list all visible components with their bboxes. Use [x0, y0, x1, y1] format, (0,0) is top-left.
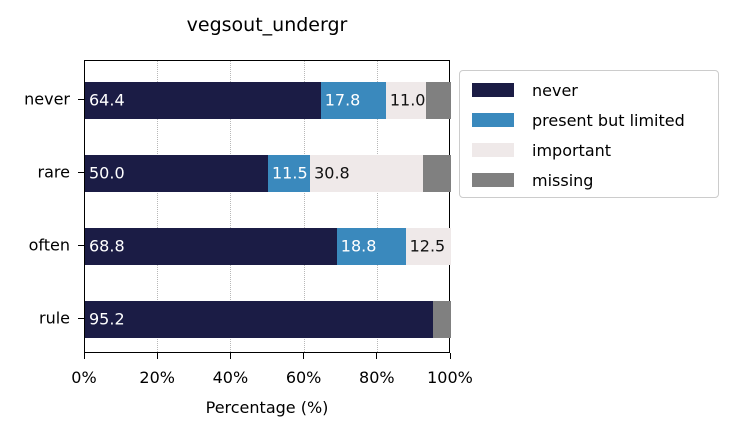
x-tick-label: 100%	[427, 368, 473, 387]
data-label: 12.5	[409, 236, 446, 256]
gridline	[303, 61, 305, 352]
bar-rule: 95.2	[85, 300, 451, 338]
data-label: 30.8	[314, 163, 350, 183]
legend-swatch	[472, 83, 514, 97]
y-tick-label: rare	[37, 162, 70, 182]
legend-label: missing	[532, 170, 594, 190]
bar-segment-never: 64.4	[85, 81, 321, 119]
gridline	[376, 61, 378, 352]
chart-title: vegsout_undergr	[186, 14, 348, 36]
data-label: 11.0	[389, 90, 426, 110]
data-label: 95.2	[89, 309, 125, 329]
legend-item-important: important	[472, 140, 611, 160]
y-tick	[78, 245, 84, 246]
x-tick	[376, 353, 378, 359]
bar-segment-never: 95.2	[85, 300, 434, 338]
bar-segment-missing	[426, 81, 451, 119]
y-tick	[78, 318, 84, 319]
legend-label: never	[532, 80, 578, 100]
x-tick	[303, 353, 305, 359]
legend-item-never: never	[472, 80, 578, 100]
data-label: 11.5	[272, 163, 308, 183]
x-tick	[83, 353, 85, 359]
x-tick	[156, 353, 158, 359]
data-label: 17.8	[324, 90, 361, 110]
x-tick-label: 0%	[71, 368, 97, 387]
legend-label: important	[532, 140, 612, 160]
bar-segment-present-but-limited: 18.8	[336, 227, 406, 265]
gridline	[157, 61, 159, 352]
bar-segment-important: 30.8	[310, 154, 423, 192]
legend: never present but limited important missing	[459, 70, 719, 198]
legend-label: present but limited	[532, 110, 685, 130]
bar-segment-never: 68.8	[85, 227, 337, 265]
y-tick-label: often	[28, 235, 70, 255]
x-axis-title: Percentage (%)	[205, 398, 329, 417]
bar-segment-important: 12.5	[405, 227, 452, 265]
x-tick-label: 20%	[139, 368, 175, 387]
y-tick	[78, 172, 84, 173]
x-tick-label: 80%	[359, 368, 395, 387]
y-tick-label: never	[24, 89, 70, 109]
y-tick-label: rule	[38, 308, 70, 328]
data-label: 50.0	[89, 163, 125, 183]
y-tick	[78, 99, 84, 100]
gridline	[230, 61, 232, 352]
legend-swatch	[472, 173, 514, 187]
legend-item-present-but-limited: present but limited	[472, 110, 685, 130]
bar-segment-never: 50.0	[85, 154, 268, 192]
x-tick-label: 60%	[285, 368, 322, 387]
data-label: 68.8	[89, 236, 125, 256]
x-tick	[449, 353, 451, 359]
data-label: 18.8	[340, 236, 377, 256]
legend-swatch	[472, 143, 514, 157]
bar-never: 64.4 17.8 11.0	[85, 81, 451, 119]
bar-segment-present-but-limited: 17.8	[320, 81, 386, 119]
bar-often: 68.8 18.8 12.5	[85, 227, 452, 265]
plot-area: 64.4 17.8 11.0 50.0 11.5 30.8 68.8 18.8 12.5 95.2	[84, 60, 452, 353]
bar-segment-missing	[422, 154, 451, 192]
legend-item-missing: missing	[472, 170, 593, 190]
x-tick	[229, 353, 231, 359]
bar-segment-important: 11.0	[385, 81, 427, 119]
bar-rare: 50.0 11.5 30.8	[85, 154, 451, 192]
legend-swatch	[472, 113, 514, 127]
bar-segment-present-but-limited: 11.5	[268, 154, 311, 192]
bar-segment-missing	[433, 300, 451, 338]
data-label: 64.4	[89, 90, 125, 110]
x-tick-label: 40%	[212, 368, 249, 387]
